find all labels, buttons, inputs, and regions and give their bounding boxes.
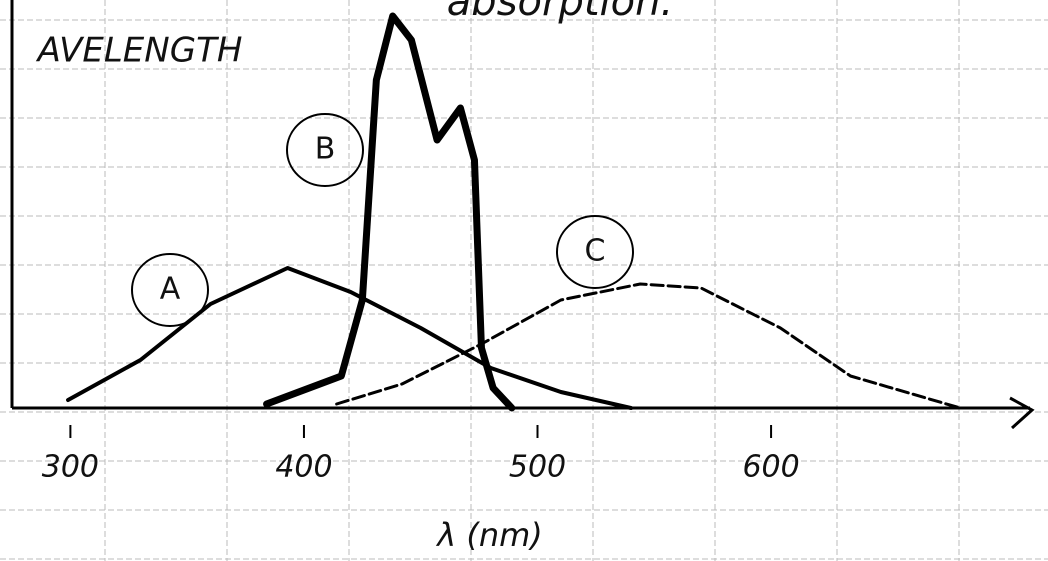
line-series [267,16,512,408]
chart-subtitle: absorption. [447,0,673,25]
x-axis-label: λ (nm) [435,516,543,554]
x-axis-arrow [1010,398,1032,428]
series-label: B [315,132,336,167]
x-tick-label: 400 [275,450,332,485]
x-tick-label: 500 [509,450,566,485]
series-label: C [585,234,606,269]
line-series [337,284,961,408]
chart-title: AVELENGTH [36,31,243,71]
series-label: A [160,272,181,307]
x-tick-label: 600 [742,450,799,485]
x-tick-label: 300 [42,450,99,485]
chart: AVELENGTH absorption. λ (nm) 300 400 500 60… [0,0,1048,561]
